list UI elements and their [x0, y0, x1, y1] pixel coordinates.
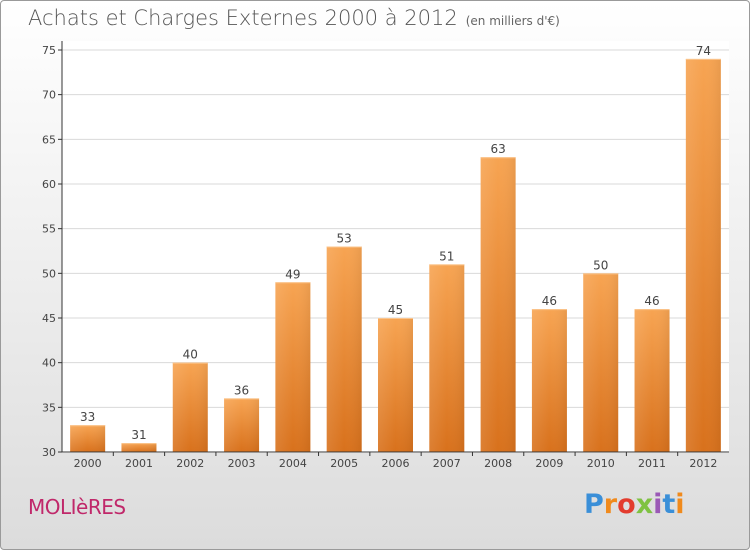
- bar-value-label: 46: [644, 294, 659, 308]
- commune-name: MOLIèRES: [28, 495, 126, 519]
- bar-shine: [70, 425, 106, 452]
- bar-value-label: 49: [285, 267, 300, 281]
- bar-value-label: 63: [490, 142, 505, 156]
- x-tick-label: 2001: [125, 457, 153, 470]
- y-tick-label: 60: [42, 178, 56, 191]
- bar-value-label: 53: [337, 232, 352, 246]
- bars: 33 31 40 36 49 53 45 51 63 46 50 46 74: [70, 44, 721, 452]
- x-tick-label: 2000: [74, 457, 102, 470]
- x-tick-label: 2003: [228, 457, 256, 470]
- bar-shine: [634, 309, 670, 452]
- bar-shine: [121, 443, 157, 452]
- bar-value-label: 74: [696, 44, 711, 58]
- x-tick-label: 2007: [433, 457, 461, 470]
- bar-value-label: 33: [80, 410, 95, 424]
- y-tick-label: 45: [42, 312, 56, 325]
- y-tick-label: 30: [42, 446, 56, 459]
- axes: 30 35 40 45 50 55 60 65 70 75 2000 2001 2002 2003 2004…: [42, 41, 729, 470]
- bar-shine: [326, 246, 362, 452]
- y-tick-label: 50: [42, 267, 56, 280]
- logo-letter: o: [617, 489, 636, 520]
- chart-unit: (en milliers d'€): [465, 14, 560, 28]
- y-tick-label: 75: [42, 44, 56, 57]
- bar-shine: [429, 264, 465, 452]
- x-tick-label: 2012: [689, 457, 717, 470]
- bar-value-label: 40: [183, 348, 198, 362]
- x-tick-label: 2008: [484, 457, 512, 470]
- bar-shine: [224, 398, 260, 452]
- bar-shine: [685, 58, 721, 452]
- proxiti-logo[interactable]: Proxiti: [584, 489, 685, 520]
- bar-shine: [275, 282, 311, 452]
- chart-title: Achats et Charges Externes 2000 à 2012: [28, 6, 458, 30]
- x-tick-label: 2010: [587, 457, 615, 470]
- bar-value-label: 50: [593, 258, 608, 272]
- logo-letter: r: [603, 489, 618, 520]
- bar-shine: [583, 273, 619, 452]
- x-tick-label: 2006: [382, 457, 410, 470]
- logo-letter: i: [675, 489, 685, 520]
- bar-shine: [172, 362, 208, 452]
- bar-shine: [531, 309, 567, 452]
- bar-value-label: 31: [131, 428, 146, 442]
- bar-value-label: 51: [439, 249, 454, 263]
- x-tick-label: 2005: [330, 457, 358, 470]
- x-tick-label: 2002: [176, 457, 204, 470]
- logo-letter: i: [653, 489, 663, 520]
- x-tick-label: 2011: [638, 457, 666, 470]
- bar-shine: [378, 318, 413, 452]
- bar-value-label: 36: [234, 383, 249, 397]
- y-tick-label: 55: [42, 223, 56, 236]
- x-tick-label: 2009: [535, 457, 563, 470]
- y-tick-label: 65: [42, 133, 56, 146]
- logo-letter: P: [584, 489, 604, 520]
- logo-letter: x: [635, 489, 654, 520]
- bar-value-label: 46: [542, 294, 557, 308]
- y-tick-label: 70: [42, 89, 56, 102]
- x-tick-label: 2004: [279, 457, 307, 470]
- title-row: Achats et Charges Externes 2000 à 2012 (e…: [28, 6, 560, 30]
- bar-shine: [480, 157, 516, 452]
- y-tick-label: 40: [42, 357, 56, 370]
- bar-value-label: 45: [388, 303, 403, 317]
- logo-letter: t: [662, 489, 676, 520]
- y-tick-label: 35: [42, 401, 56, 414]
